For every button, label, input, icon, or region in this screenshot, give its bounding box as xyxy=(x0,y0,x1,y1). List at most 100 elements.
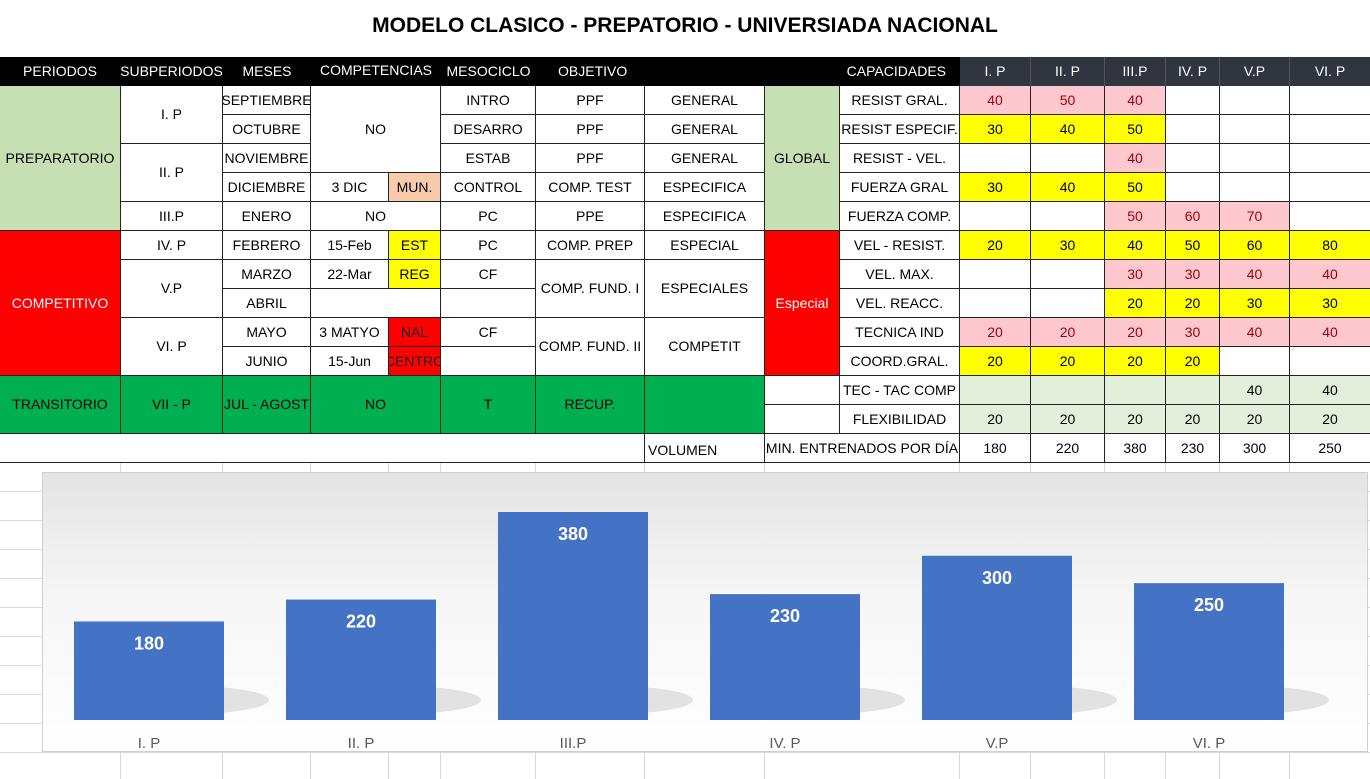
competencia-cell[interactable]: NO xyxy=(311,202,441,231)
chart-bar[interactable] xyxy=(286,599,436,720)
mesociclo-cell[interactable]: T xyxy=(441,376,536,434)
capacidad-value[interactable] xyxy=(960,202,1031,231)
mes-cell[interactable]: MARZO xyxy=(223,260,311,289)
mes-cell[interactable]: FEBRERO xyxy=(223,231,311,260)
periodo-competitivo[interactable]: COMPETITIVO xyxy=(0,231,121,376)
capacidad-value[interactable] xyxy=(1290,144,1370,173)
objetivo-cell[interactable]: COMP. FUND. II xyxy=(536,318,645,376)
capacidad-label[interactable]: VEL. MAX. xyxy=(840,260,960,289)
capacidad-value[interactable] xyxy=(1220,115,1290,144)
capacidad-value[interactable]: 40 xyxy=(1105,144,1166,173)
subperiodo-cell[interactable]: II. P xyxy=(121,144,223,202)
mesociclo-cell[interactable]: CONTROL xyxy=(441,173,536,202)
competencia-date[interactable]: 3 DIC xyxy=(311,173,389,202)
mesociclo-cell[interactable]: ESTAB xyxy=(441,144,536,173)
capacidad-label[interactable]: FUERZA GRAL xyxy=(840,173,960,202)
mesociclo-cell[interactable]: INTRO xyxy=(441,86,536,115)
capacidad-value[interactable]: 20 xyxy=(1105,318,1166,347)
subperiodo-cell[interactable]: VI. P xyxy=(121,318,223,376)
volumen-bar-chart[interactable]: 180 I. P 220 II. P 380 III.P 230 IV. P 300 V.P 250… xyxy=(42,472,1368,752)
capacidad-value[interactable] xyxy=(1031,376,1105,405)
capacidad-label[interactable]: TECNICA IND xyxy=(840,318,960,347)
capacidad-value[interactable] xyxy=(960,289,1031,318)
capacidad-value[interactable] xyxy=(1290,173,1370,202)
capacidad-label[interactable]: VEL. REACC. xyxy=(840,289,960,318)
capacidad-value[interactable]: 40 xyxy=(1290,318,1370,347)
volumen-value[interactable]: 230 xyxy=(1166,434,1220,463)
header-objetivo[interactable]: OBJETIVO xyxy=(536,57,645,86)
subperiodo-cell[interactable]: VII - P xyxy=(121,376,223,434)
mesociclo-cell[interactable]: DESARRO xyxy=(441,115,536,144)
capacidad-value[interactable]: 40 xyxy=(1220,376,1290,405)
min-entrenados-label[interactable]: MIN. ENTRENADOS POR DÍA xyxy=(765,434,960,463)
capacidad-value[interactable] xyxy=(1031,202,1105,231)
periodo-transitorio[interactable]: TRANSITORIO xyxy=(0,376,121,434)
objetivo-cell[interactable]: COMP. PREP xyxy=(536,231,645,260)
competencia-date[interactable]: 15-Jun xyxy=(311,347,389,376)
subperiodo-cell[interactable]: V.P xyxy=(121,260,223,318)
capacidad-value[interactable]: 40 xyxy=(1290,376,1370,405)
competencia-date[interactable]: 15-Feb xyxy=(311,231,389,260)
capacidad-value[interactable] xyxy=(1166,376,1220,405)
header-p4[interactable]: IV. P xyxy=(1166,57,1220,86)
capacidad-value[interactable] xyxy=(1220,144,1290,173)
capacidad-label[interactable]: RESIST ESPECIF. xyxy=(840,115,960,144)
grupo-global[interactable]: GLOBAL xyxy=(765,86,840,231)
competencia-empty[interactable] xyxy=(311,289,441,318)
capacidad-value[interactable] xyxy=(960,144,1031,173)
mes-cell[interactable]: MAYO xyxy=(223,318,311,347)
capacidad-value[interactable] xyxy=(1166,115,1220,144)
capacidad-value[interactable] xyxy=(1290,86,1370,115)
capacidad-value[interactable]: 40 xyxy=(960,86,1031,115)
subperiodo-cell[interactable]: III.P xyxy=(121,202,223,231)
volumen-value[interactable]: 380 xyxy=(1105,434,1166,463)
capacidad-value[interactable]: 30 xyxy=(1031,231,1105,260)
tipo-cell[interactable]: ESPECIFICA xyxy=(645,202,765,231)
capacidad-value[interactable]: 20 xyxy=(1166,405,1220,434)
capacidad-value[interactable]: 30 xyxy=(1290,289,1370,318)
objetivo-cell[interactable]: PPF xyxy=(536,144,645,173)
capacidad-value[interactable] xyxy=(1031,289,1105,318)
capacidad-value[interactable]: 50 xyxy=(1166,231,1220,260)
objetivo-cell[interactable]: PPF xyxy=(536,86,645,115)
header-p6[interactable]: VI. P xyxy=(1290,57,1370,86)
capacidad-value[interactable]: 20 xyxy=(1166,347,1220,376)
capacidad-value[interactable]: 30 xyxy=(960,115,1031,144)
header-meses[interactable]: MESES xyxy=(223,57,311,86)
capacidad-label[interactable]: FUERZA COMP. xyxy=(840,202,960,231)
capacidad-value[interactable]: 40 xyxy=(1105,86,1166,115)
tipo-cell[interactable]: GENERAL xyxy=(645,86,765,115)
periodo-preparatorio[interactable]: PREPARATORIO xyxy=(0,86,121,231)
capacidad-value[interactable]: 20 xyxy=(1105,347,1166,376)
tipo-cell[interactable]: GENERAL xyxy=(645,144,765,173)
capacidad-value[interactable]: 70 xyxy=(1220,202,1290,231)
capacidad-value[interactable]: 20 xyxy=(1290,405,1370,434)
header-mesociclo[interactable]: MESOCICLO xyxy=(441,57,536,86)
chart-bar[interactable] xyxy=(1134,583,1284,720)
header-p1[interactable]: I. P xyxy=(960,57,1031,86)
capacidad-value[interactable] xyxy=(1290,202,1370,231)
header-periodos[interactable]: PERIODOS xyxy=(0,57,120,86)
capacidad-value[interactable]: 40 xyxy=(1031,115,1105,144)
competencia-type[interactable]: CENTRO xyxy=(389,347,441,376)
mesociclo-cell[interactable]: PC xyxy=(441,202,536,231)
competencia-type[interactable]: NAL xyxy=(389,318,441,347)
capacidad-value[interactable]: 20 xyxy=(1031,318,1105,347)
header-p2[interactable]: II. P xyxy=(1031,57,1105,86)
grupo-empty[interactable] xyxy=(765,376,840,405)
tipo-cell[interactable]: ESPECIAL xyxy=(645,231,765,260)
capacidad-value[interactable]: 20 xyxy=(960,318,1031,347)
mesociclo-empty[interactable] xyxy=(441,289,536,318)
tipo-cell[interactable]: ESPECIALES xyxy=(645,260,765,318)
capacidad-value[interactable] xyxy=(1166,86,1220,115)
capacidad-value[interactable]: 30 xyxy=(1105,260,1166,289)
capacidad-value[interactable]: 40 xyxy=(1031,173,1105,202)
capacidad-value[interactable] xyxy=(960,376,1031,405)
competencia-type[interactable]: MUN. xyxy=(389,173,441,202)
competencia-cell[interactable]: NO xyxy=(311,86,441,173)
capacidad-value[interactable]: 20 xyxy=(1031,347,1105,376)
subperiodo-cell[interactable]: I. P xyxy=(121,86,223,144)
capacidad-value[interactable]: 20 xyxy=(960,405,1031,434)
mes-cell[interactable]: DICIEMBRE xyxy=(223,173,311,202)
capacidad-value[interactable]: 20 xyxy=(960,347,1031,376)
